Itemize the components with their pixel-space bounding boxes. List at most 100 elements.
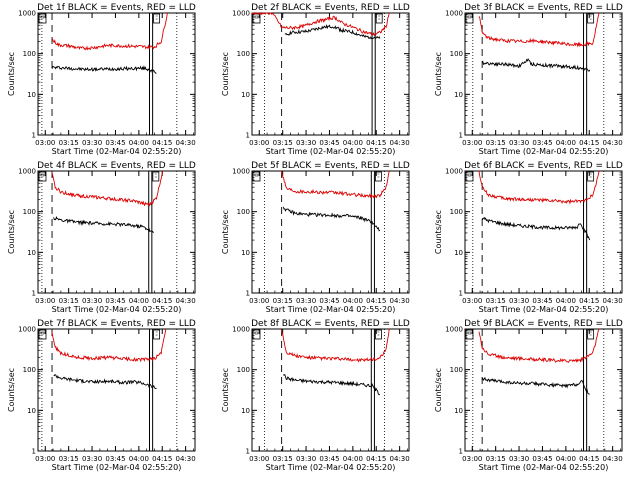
flag-glyph — [375, 171, 382, 182]
events-series-line — [51, 65, 157, 74]
y-axis-label: Counts/sec — [434, 368, 443, 412]
x-tick-label: 03:00 — [462, 297, 482, 305]
x-tick-label: 03:15 — [59, 455, 79, 463]
y-tick-label: 100 — [237, 208, 250, 216]
x-axis-label: Start Time (02-Mar-04 02:55:20) — [266, 147, 396, 156]
y-tick-label: 1000 — [18, 168, 36, 176]
y-axis-label: Counts/sec — [7, 210, 16, 254]
lld-series-line — [251, 12, 390, 37]
panel-det-7: Det 7f BLACK = Events, RED = LLD 1 10 100 10… — [7, 319, 196, 472]
plot-frame — [464, 170, 623, 294]
y-axis-label: Counts/sec — [434, 52, 443, 96]
x-tick-label: 04:30 — [176, 455, 196, 463]
x-tick-label: 03:15 — [59, 139, 79, 147]
x-tick-label: 03:30 — [509, 139, 529, 147]
flag-glyph — [587, 171, 595, 182]
plot-frame — [251, 328, 410, 452]
flag-glyph — [38, 171, 47, 182]
x-tick-label: 03:30 — [82, 139, 102, 147]
y-tick-label: 1000 — [232, 168, 250, 176]
panel-det-6: Det 6f BLACK = Events, RED = LLD 1 10 100 10… — [434, 161, 623, 314]
events-series-line — [481, 216, 591, 241]
x-tick-label: 04:30 — [603, 455, 623, 463]
y-axis-label: Counts/sec — [7, 368, 16, 412]
y-axis-label: Counts/sec — [434, 210, 443, 254]
y-tick-label: 1000 — [445, 10, 463, 18]
lld-series-line — [478, 12, 600, 48]
y-tick-label: 1000 — [18, 326, 36, 334]
y-tick-label: 1000 — [232, 326, 250, 334]
events-series-line — [282, 373, 381, 396]
x-tick-label: 04:15 — [366, 297, 386, 305]
y-tick-label: 1000 — [445, 326, 463, 334]
x-tick-label: 03:00 — [249, 297, 269, 305]
flag-glyph — [375, 13, 383, 24]
x-tick-label: 03:45 — [532, 139, 552, 147]
flag-glyph — [153, 13, 161, 24]
x-axis-label: Start Time (02-Mar-04 02:55:20) — [52, 147, 182, 156]
x-tick-label: 04:00 — [129, 297, 149, 305]
panel-det-8: Det 8f BLACK = Events, RED = LLD 1 10 100 10… — [221, 319, 410, 472]
y-tick-label: 1 — [246, 448, 250, 456]
y-tick-label: 1 — [246, 132, 250, 140]
flag-glyph — [153, 329, 161, 340]
panel-det-3: Det 3f BLACK = Events, RED = LLD 1 10 100 10… — [434, 3, 623, 156]
flag-glyph — [38, 329, 47, 340]
y-tick-label: 1 — [32, 448, 36, 456]
events-series-line — [53, 374, 157, 390]
x-tick-label: 03:15 — [273, 139, 293, 147]
x-tick-label: 03:00 — [35, 455, 55, 463]
y-tick-label: 10 — [27, 91, 36, 99]
lld-series-line — [51, 12, 168, 51]
x-tick-label: 03:30 — [296, 455, 316, 463]
events-series-line — [53, 215, 154, 234]
y-tick-label: 10 — [454, 407, 463, 415]
x-tick-label: 04:00 — [556, 455, 576, 463]
x-tick-label: 03:30 — [82, 297, 102, 305]
x-tick-label: 03:30 — [296, 297, 316, 305]
y-tick-label: 100 — [23, 50, 36, 58]
x-axis-label: Start Time (02-Mar-04 02:55:20) — [479, 147, 609, 156]
x-tick-label: 04:15 — [152, 297, 172, 305]
x-tick-label: 04:30 — [390, 139, 410, 147]
panel-title: Det 6f BLACK = Events, RED = LLD — [464, 161, 623, 171]
x-tick-label: 03:45 — [319, 297, 339, 305]
x-tick-label: 03:45 — [105, 139, 125, 147]
x-tick-label: 03:30 — [509, 297, 529, 305]
x-tick-label: 04:00 — [343, 139, 363, 147]
x-tick-label: 04:15 — [152, 455, 172, 463]
panel-title: Det 7f BLACK = Events, RED = LLD — [37, 319, 196, 329]
panel-title: Det 9f BLACK = Events, RED = LLD — [464, 319, 623, 329]
panel-title: Det 1f BLACK = Events, RED = LLD — [37, 3, 196, 13]
x-tick-label: 03:00 — [35, 139, 55, 147]
y-tick-label: 1 — [246, 290, 250, 298]
x-tick-label: 03:15 — [273, 297, 293, 305]
x-tick-label: 04:30 — [390, 297, 410, 305]
x-tick-label: 04:30 — [176, 297, 196, 305]
lld-series-line — [281, 328, 390, 363]
lld-series-line — [478, 328, 600, 363]
y-tick-label: 100 — [237, 50, 250, 58]
panel-title: Det 2f BLACK = Events, RED = LLD — [251, 3, 410, 13]
panel-title: Det 5f BLACK = Events, RED = LLD — [251, 161, 410, 171]
panel-title: Det 3f BLACK = Events, RED = LLD — [464, 3, 623, 13]
x-axis-label: Start Time (02-Mar-04 02:55:20) — [52, 305, 182, 314]
flag-glyph — [152, 171, 160, 182]
y-axis-label: Counts/sec — [221, 210, 230, 254]
plot-frame — [37, 170, 196, 294]
lld-series-line — [281, 170, 390, 199]
x-tick-label: 04:00 — [129, 455, 149, 463]
panel-det-5: Det 5f BLACK = Events, RED = LLD 1 10 100 10… — [221, 161, 410, 314]
x-tick-label: 04:30 — [603, 139, 623, 147]
x-tick-label: 04:15 — [579, 297, 599, 305]
y-tick-label: 10 — [454, 249, 463, 257]
y-tick-label: 1 — [459, 290, 463, 298]
y-tick-label: 10 — [454, 91, 463, 99]
plot-frame — [464, 12, 623, 136]
x-axis-label: Start Time (02-Mar-04 02:55:20) — [479, 463, 609, 472]
x-tick-label: 04:30 — [390, 455, 410, 463]
x-tick-label: 03:45 — [319, 139, 339, 147]
panel-det-1: Det 1f BLACK = Events, RED = LLD 1 10 100 10… — [7, 3, 196, 156]
flag-glyph — [252, 13, 261, 24]
